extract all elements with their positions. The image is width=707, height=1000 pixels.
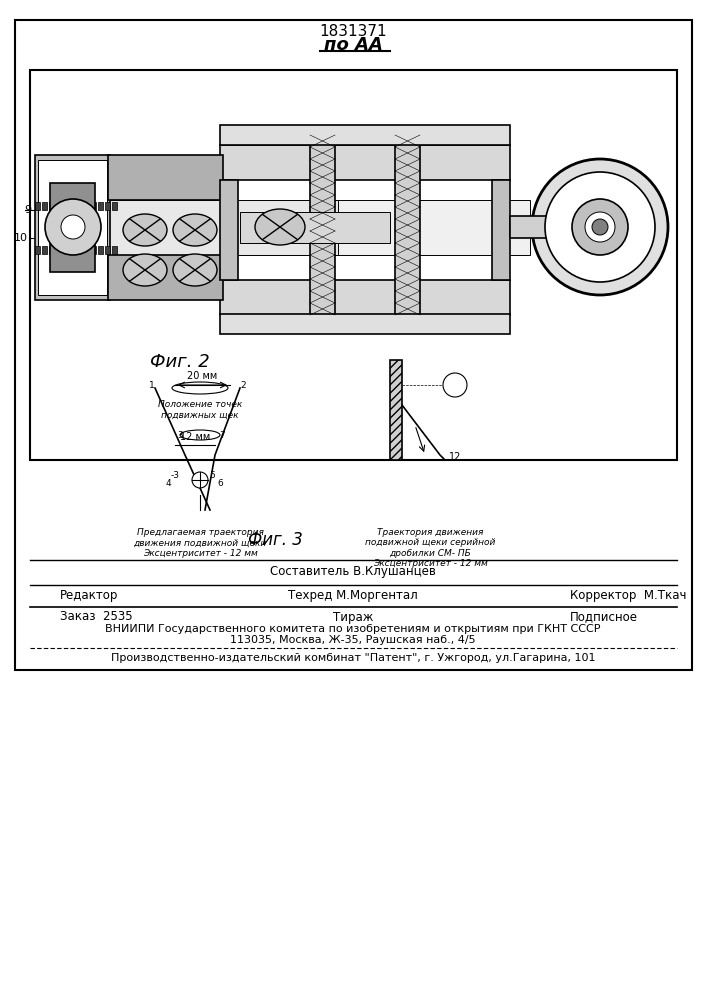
- Ellipse shape: [255, 209, 305, 245]
- Bar: [240, 200, 530, 255]
- Bar: [108, 155, 223, 200]
- Text: 4: 4: [165, 480, 171, 488]
- Text: Корректор  М.Ткач: Корректор М.Ткач: [570, 589, 686, 602]
- Text: 7: 7: [219, 430, 225, 440]
- Bar: [63, 246, 68, 254]
- Bar: [49, 246, 54, 254]
- Text: 1831371: 1831371: [319, 24, 387, 39]
- Text: Редактор: Редактор: [60, 589, 118, 602]
- Text: 2: 2: [240, 381, 246, 390]
- Circle shape: [192, 472, 208, 488]
- Circle shape: [545, 172, 655, 282]
- Text: Предлагаемая траектория
движения подвижной щеки
Эксцентриситет - 12 мм: Предлагаемая траектория движения подвижн…: [134, 528, 267, 558]
- Text: 20 мм: 20 мм: [187, 371, 217, 381]
- Bar: [220, 125, 510, 145]
- Bar: [105, 246, 110, 254]
- Ellipse shape: [123, 214, 167, 246]
- Bar: [98, 246, 103, 254]
- Text: 11: 11: [449, 380, 461, 390]
- Text: 113035, Москва, Ж-35, Раушская наб., 4/5: 113035, Москва, Ж-35, Раушская наб., 4/5: [230, 635, 476, 645]
- Bar: [105, 202, 110, 210]
- Bar: [84, 202, 89, 210]
- Bar: [77, 246, 82, 254]
- Bar: [112, 246, 117, 254]
- Bar: [35, 246, 40, 254]
- Text: 6: 6: [217, 480, 223, 488]
- Ellipse shape: [173, 214, 217, 246]
- Bar: [220, 280, 510, 315]
- Text: 10: 10: [14, 233, 28, 243]
- Bar: [220, 145, 510, 180]
- Text: по АА: по АА: [324, 36, 382, 54]
- Bar: [50, 183, 95, 272]
- Circle shape: [61, 215, 85, 239]
- Text: Техред М.Моргентал: Техред М.Моргентал: [288, 589, 418, 602]
- Bar: [35, 202, 40, 210]
- Bar: [220, 314, 510, 334]
- Bar: [70, 202, 75, 210]
- Text: Фиг. 2: Фиг. 2: [150, 353, 210, 371]
- Text: Подписное: Подписное: [570, 610, 638, 624]
- Circle shape: [592, 219, 608, 235]
- Text: -3: -3: [170, 471, 180, 480]
- Bar: [35, 155, 110, 300]
- Circle shape: [443, 373, 467, 397]
- Text: ВНИИПИ Государственного комитета по изобретениям и открытиям при ГКНТ СССР: ВНИИПИ Государственного комитета по изоб…: [105, 624, 601, 634]
- Bar: [98, 202, 103, 210]
- Bar: [70, 246, 75, 254]
- Text: Составитель В.Клушанцев: Составитель В.Клушанцев: [270, 566, 436, 578]
- Bar: [56, 246, 61, 254]
- Text: 12: 12: [449, 452, 461, 462]
- Text: Положение точек
подвижных щек: Положение точек подвижных щек: [158, 400, 242, 420]
- Bar: [42, 246, 47, 254]
- Bar: [38, 160, 107, 295]
- Text: 5: 5: [209, 471, 215, 480]
- Bar: [112, 202, 117, 210]
- Bar: [240, 212, 390, 243]
- Bar: [15, 20, 692, 670]
- Circle shape: [572, 199, 628, 255]
- Bar: [63, 202, 68, 210]
- Text: 3: 3: [177, 430, 183, 440]
- Bar: [84, 246, 89, 254]
- Bar: [56, 202, 61, 210]
- Bar: [220, 180, 238, 280]
- Bar: [91, 202, 96, 210]
- Circle shape: [585, 212, 615, 242]
- Ellipse shape: [173, 254, 217, 286]
- Text: Тираж: Тираж: [333, 610, 373, 624]
- Bar: [91, 246, 96, 254]
- Bar: [510, 216, 575, 238]
- Text: Траектория движения
подвижной щеки серийной
дробилки СМ- ПБ
Эксцентриситет - 12 : Траектория движения подвижной щеки серий…: [365, 528, 495, 568]
- Circle shape: [45, 199, 101, 255]
- Bar: [77, 202, 82, 210]
- Bar: [49, 202, 54, 210]
- Text: Производственно-издательский комбинат "Патент", г. Ужгород, ул.Гагарина, 101: Производственно-издательский комбинат "П…: [111, 653, 595, 663]
- Bar: [395, 140, 420, 315]
- Text: 1: 1: [149, 381, 155, 390]
- Bar: [310, 140, 335, 315]
- Text: 9: 9: [25, 205, 32, 215]
- Ellipse shape: [123, 254, 167, 286]
- Text: Заказ  2535: Заказ 2535: [60, 610, 133, 624]
- Bar: [492, 180, 510, 280]
- Bar: [108, 255, 223, 300]
- Circle shape: [532, 159, 668, 295]
- Bar: [108, 200, 338, 255]
- Bar: [42, 202, 47, 210]
- Bar: [390, 360, 402, 460]
- Text: 12 мм: 12 мм: [180, 432, 210, 442]
- Text: Фиг. 3: Фиг. 3: [247, 531, 303, 549]
- Bar: [30, 70, 677, 460]
